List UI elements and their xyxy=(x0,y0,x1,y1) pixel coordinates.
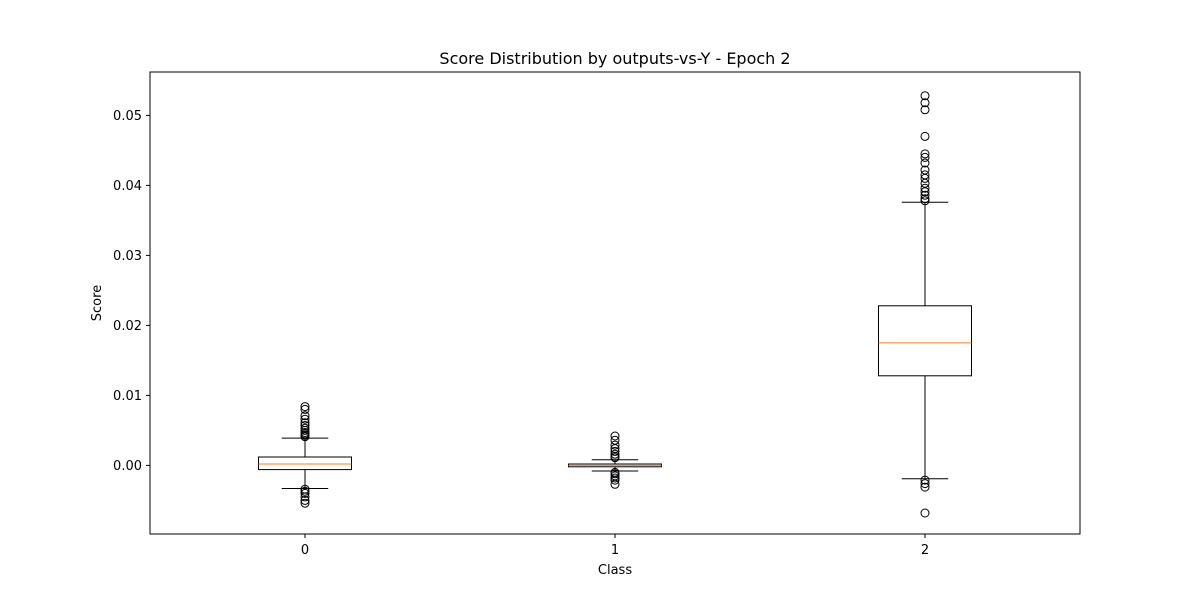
outlier-point xyxy=(920,190,930,200)
outlier-point xyxy=(610,479,620,489)
outlier-point xyxy=(300,425,310,435)
outlier-point xyxy=(610,473,620,483)
y-tick-label: 0.05 xyxy=(113,109,142,124)
outlier-point xyxy=(300,414,310,424)
y-axis: 0.00 0.01 0.02 0.03 0.04 0.05 xyxy=(113,109,150,474)
outlier-point xyxy=(920,475,930,485)
x-axis: 0 1 2 xyxy=(301,534,929,558)
box-group-class-0 xyxy=(258,402,352,508)
outlier-point xyxy=(610,469,620,479)
outlier-point xyxy=(920,149,930,159)
outlier-point xyxy=(300,486,310,496)
outlier-point xyxy=(300,402,310,412)
outlier-point xyxy=(920,173,930,183)
outlier-point xyxy=(920,479,930,489)
y-tick-label: 0.04 xyxy=(113,179,142,194)
outlier-point xyxy=(610,446,620,456)
outlier-point xyxy=(920,482,930,492)
outlier-point xyxy=(300,498,310,508)
plot-content xyxy=(258,91,972,518)
outlier-point xyxy=(300,495,310,505)
y-tick-label: 0.02 xyxy=(113,319,142,334)
outlier-point xyxy=(920,183,930,193)
outlier-point xyxy=(920,98,930,108)
y-tick-label: 0.00 xyxy=(113,459,142,474)
iqr-box xyxy=(258,456,352,471)
iqr-box xyxy=(878,305,972,377)
outlier-point xyxy=(300,492,310,502)
outlier-point xyxy=(610,431,620,441)
outlier-point xyxy=(920,91,930,101)
y-axis-label: Score xyxy=(90,285,105,321)
x-tick-label: 2 xyxy=(921,543,929,558)
y-tick-label: 0.03 xyxy=(113,249,142,264)
outlier-point xyxy=(920,508,930,518)
outlier-point xyxy=(300,488,310,498)
outlier-point xyxy=(920,194,930,204)
outlier-point xyxy=(610,440,620,450)
x-tick-label: 1 xyxy=(611,543,619,558)
box-group-class-2 xyxy=(878,91,972,518)
outlier-point xyxy=(920,152,930,162)
outlier-point xyxy=(920,187,930,197)
outlier-point xyxy=(300,432,310,442)
outlier-point xyxy=(920,196,930,206)
outlier-point xyxy=(610,475,620,485)
outlier-point xyxy=(610,453,620,463)
chart-title: Score Distribution by outputs-vs-Y - Epo… xyxy=(439,49,790,68)
outlier-point xyxy=(920,105,930,115)
x-axis-label: Class xyxy=(598,563,632,578)
outlier-point xyxy=(300,411,310,421)
outlier-point xyxy=(920,131,930,141)
outlier-point xyxy=(300,404,310,414)
x-tick-label: 0 xyxy=(301,543,309,558)
box-group-class-1 xyxy=(568,431,662,489)
outlier-point xyxy=(920,158,930,168)
y-tick-label: 0.01 xyxy=(113,389,142,404)
outlier-point xyxy=(610,449,620,459)
